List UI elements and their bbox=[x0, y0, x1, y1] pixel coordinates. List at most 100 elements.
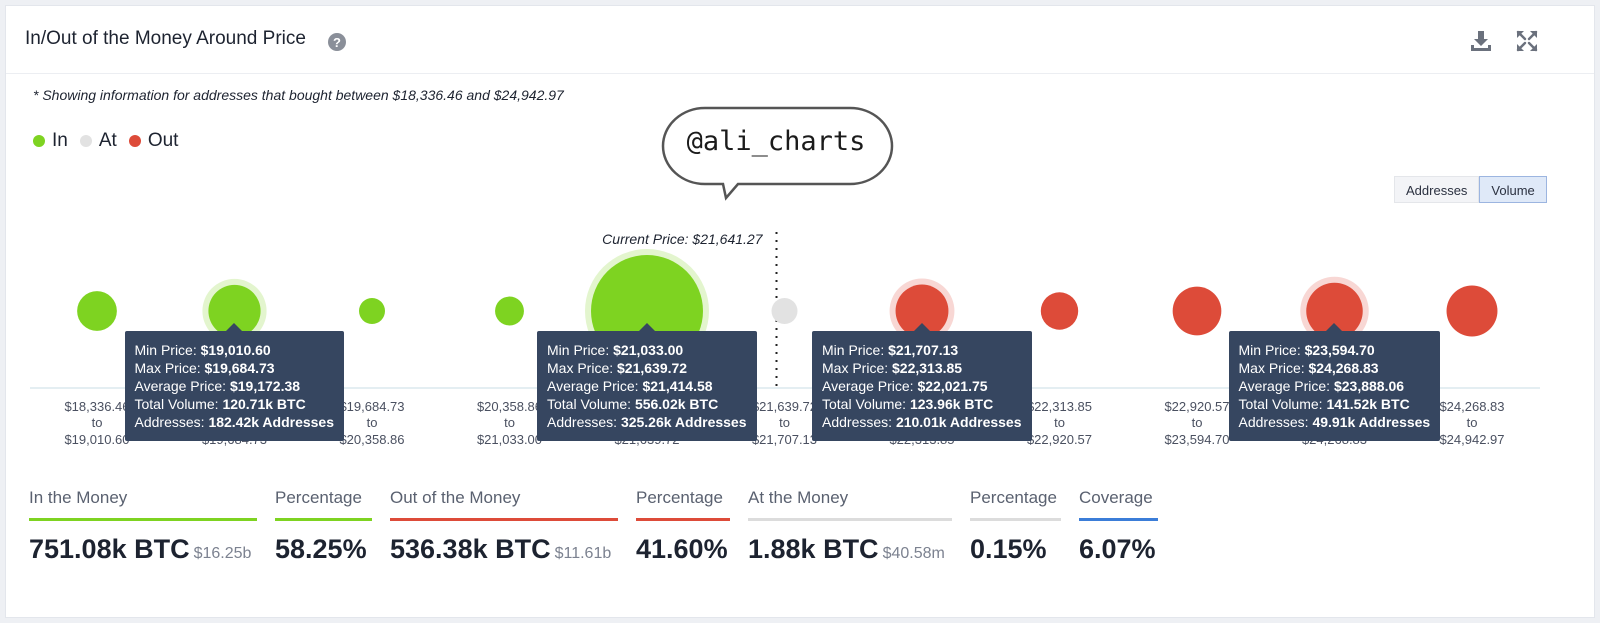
tooltip-label: Average Price: bbox=[1238, 378, 1334, 394]
tooltip-label: Average Price: bbox=[822, 378, 918, 394]
bubble-out[interactable] bbox=[1446, 285, 1498, 337]
bubble-out[interactable] bbox=[1172, 286, 1222, 336]
watermark-callout: @ali_charts bbox=[686, 126, 866, 157]
tooltip-label: Total Volume: bbox=[134, 396, 223, 412]
tooltip-value: 123.96k BTC bbox=[909, 396, 994, 412]
tooltip-row-volume: Total Volume: 123.96k BTC bbox=[822, 395, 1022, 413]
tooltip-row-volume: Total Volume: 141.52k BTC bbox=[1239, 395, 1431, 413]
range-to-word: to bbox=[367, 415, 378, 430]
card-header: In/Out of the Money Around Price ? bbox=[6, 6, 1594, 74]
tooltip-label: Max Price: bbox=[1238, 360, 1309, 376]
toggle-volume[interactable]: Volume bbox=[1479, 176, 1547, 203]
range-from-label: $24,268.83 bbox=[1439, 399, 1504, 414]
legend-item-in[interactable]: In bbox=[33, 130, 68, 152]
range-to-word: to bbox=[1054, 415, 1065, 430]
tooltip-value: $21,639.72 bbox=[617, 360, 688, 376]
tooltip-row-min: Min Price: $19,010.60 bbox=[135, 341, 335, 359]
tooltip-label: Addresses: bbox=[134, 414, 209, 430]
bubble-out[interactable] bbox=[895, 284, 949, 338]
tooltip-value: $21,414.58 bbox=[642, 378, 713, 394]
bubble-in[interactable] bbox=[208, 284, 261, 338]
legend-label-at: At bbox=[98, 130, 117, 151]
summary-stats: In the Money 751.08k BTC $16.25b Percentage… bbox=[29, 488, 1176, 565]
stat-value: 751.08k BTC $16.25b bbox=[29, 534, 257, 565]
range-to-label: $20,358.86 bbox=[339, 432, 404, 447]
bubble-out[interactable] bbox=[1306, 282, 1363, 340]
tooltip-label: Total Volume: bbox=[547, 396, 635, 412]
bubble-at[interactable] bbox=[771, 298, 798, 324]
range-to-label: $23,594.70 bbox=[1164, 432, 1229, 447]
tooltip-value: 141.52k BTC bbox=[1326, 396, 1410, 412]
range-from-label: $22,920.57 bbox=[1164, 399, 1229, 414]
stat-label: Out of the Money bbox=[390, 488, 618, 521]
legend-dot-out bbox=[128, 135, 141, 147]
tooltip-value: $19,684.73 bbox=[204, 360, 275, 376]
tooltip-value: 325.26k Addresses bbox=[620, 414, 747, 430]
legend-label-out: Out bbox=[147, 130, 179, 151]
tooltip-value: 182.42k Addresses bbox=[208, 414, 335, 430]
stat-block: Percentage 58.25% bbox=[275, 488, 372, 565]
bubble-tooltip: Min Price: $19,010.60 Max Price: $19,684.… bbox=[124, 323, 345, 441]
range-to-word: to bbox=[1192, 415, 1203, 430]
tooltip-label: Min Price: bbox=[822, 342, 889, 358]
toggle-addresses[interactable]: Addresses bbox=[1394, 176, 1480, 203]
tooltip-row-max: Max Price: $24,268.83 bbox=[1239, 359, 1431, 377]
bubble-out[interactable] bbox=[1040, 292, 1079, 330]
help-icon[interactable]: ? bbox=[328, 33, 346, 51]
stat-label: Coverage bbox=[1079, 488, 1158, 521]
range-from-label: $21,639.72 bbox=[752, 399, 817, 414]
legend-label-in: In bbox=[52, 130, 68, 151]
legend-dot-in bbox=[33, 135, 45, 147]
stat-value: 1.88k BTC $40.58m bbox=[748, 534, 952, 565]
stat-label: In the Money bbox=[29, 488, 257, 521]
range-to-label: $21,707.13 bbox=[752, 432, 817, 447]
stat-usd-value: $11.61b bbox=[554, 545, 612, 562]
legend-item-at[interactable]: At bbox=[79, 130, 117, 152]
stat-main-value: 41.60% bbox=[636, 534, 728, 564]
tooltip-label: Total Volume: bbox=[822, 396, 910, 412]
tooltip-label: Min Price: bbox=[134, 342, 201, 358]
bubble-in[interactable] bbox=[77, 291, 117, 331]
bubble-in[interactable] bbox=[359, 298, 385, 324]
stat-value: 6.07% bbox=[1079, 534, 1158, 565]
tooltip-label: Addresses: bbox=[547, 414, 621, 430]
tooltip-row-min: Min Price: $23,594.70 bbox=[1239, 341, 1431, 359]
tooltip-value: $21,033.00 bbox=[613, 342, 684, 358]
tooltip-row-volume: Total Volume: 120.71k BTC bbox=[135, 395, 335, 413]
download-icon[interactable] bbox=[1468, 28, 1494, 54]
range-from-label: $22,313.85 bbox=[1027, 399, 1092, 414]
stat-block: At the Money 1.88k BTC $40.58m bbox=[748, 488, 952, 565]
tooltip-value: $23,594.70 bbox=[1304, 342, 1375, 358]
bubble-in[interactable] bbox=[495, 296, 524, 326]
stat-main-value: 58.25% bbox=[275, 534, 367, 564]
range-to-word: to bbox=[1467, 415, 1478, 430]
expand-icon[interactable] bbox=[1514, 28, 1540, 54]
tooltip-value: 556.02k BTC bbox=[634, 396, 719, 412]
tooltip-row-addresses: Addresses: 325.26k Addresses bbox=[547, 413, 747, 431]
stat-value: 41.60% bbox=[636, 534, 730, 565]
tooltip-row-max: Max Price: $19,684.73 bbox=[135, 359, 335, 377]
stat-label: At the Money bbox=[748, 488, 952, 521]
range-from-label: $19,684.73 bbox=[339, 399, 404, 414]
bubble-tooltip: Min Price: $23,594.70 Max Price: $24,268.… bbox=[1228, 323, 1441, 441]
stat-main-value: 536.38k BTC bbox=[390, 534, 551, 564]
range-to-label: $19,010.60 bbox=[64, 432, 129, 447]
range-note: * Showing information for addresses that… bbox=[33, 87, 564, 103]
stat-value: 0.15% bbox=[970, 534, 1061, 565]
range-to-label: $21,033.00 bbox=[477, 432, 542, 447]
tooltip-label: Max Price: bbox=[134, 360, 205, 376]
tooltip-row-max: Max Price: $21,639.72 bbox=[547, 359, 747, 377]
page-title: In/Out of the Money Around Price bbox=[25, 28, 306, 49]
tooltip-label: Min Price: bbox=[547, 342, 614, 358]
tooltip-row-addresses: Addresses: 49.91k Addresses bbox=[1239, 413, 1431, 431]
range-from-label: $18,336.46 bbox=[64, 399, 129, 414]
stat-main-value: 751.08k BTC bbox=[29, 534, 190, 564]
tooltip-value: 210.01k Addresses bbox=[895, 414, 1022, 430]
speech-bubble-icon bbox=[661, 106, 894, 201]
tooltip-label: Addresses: bbox=[1238, 414, 1313, 430]
tooltip-row-addresses: Addresses: 182.42k Addresses bbox=[135, 413, 335, 431]
legend-item-out[interactable]: Out bbox=[128, 130, 179, 152]
stat-block: Coverage 6.07% bbox=[1079, 488, 1158, 565]
current-price-label: Current Price: $21,641.27 bbox=[602, 231, 764, 247]
tooltip-value: $23,888.06 bbox=[1333, 378, 1405, 394]
